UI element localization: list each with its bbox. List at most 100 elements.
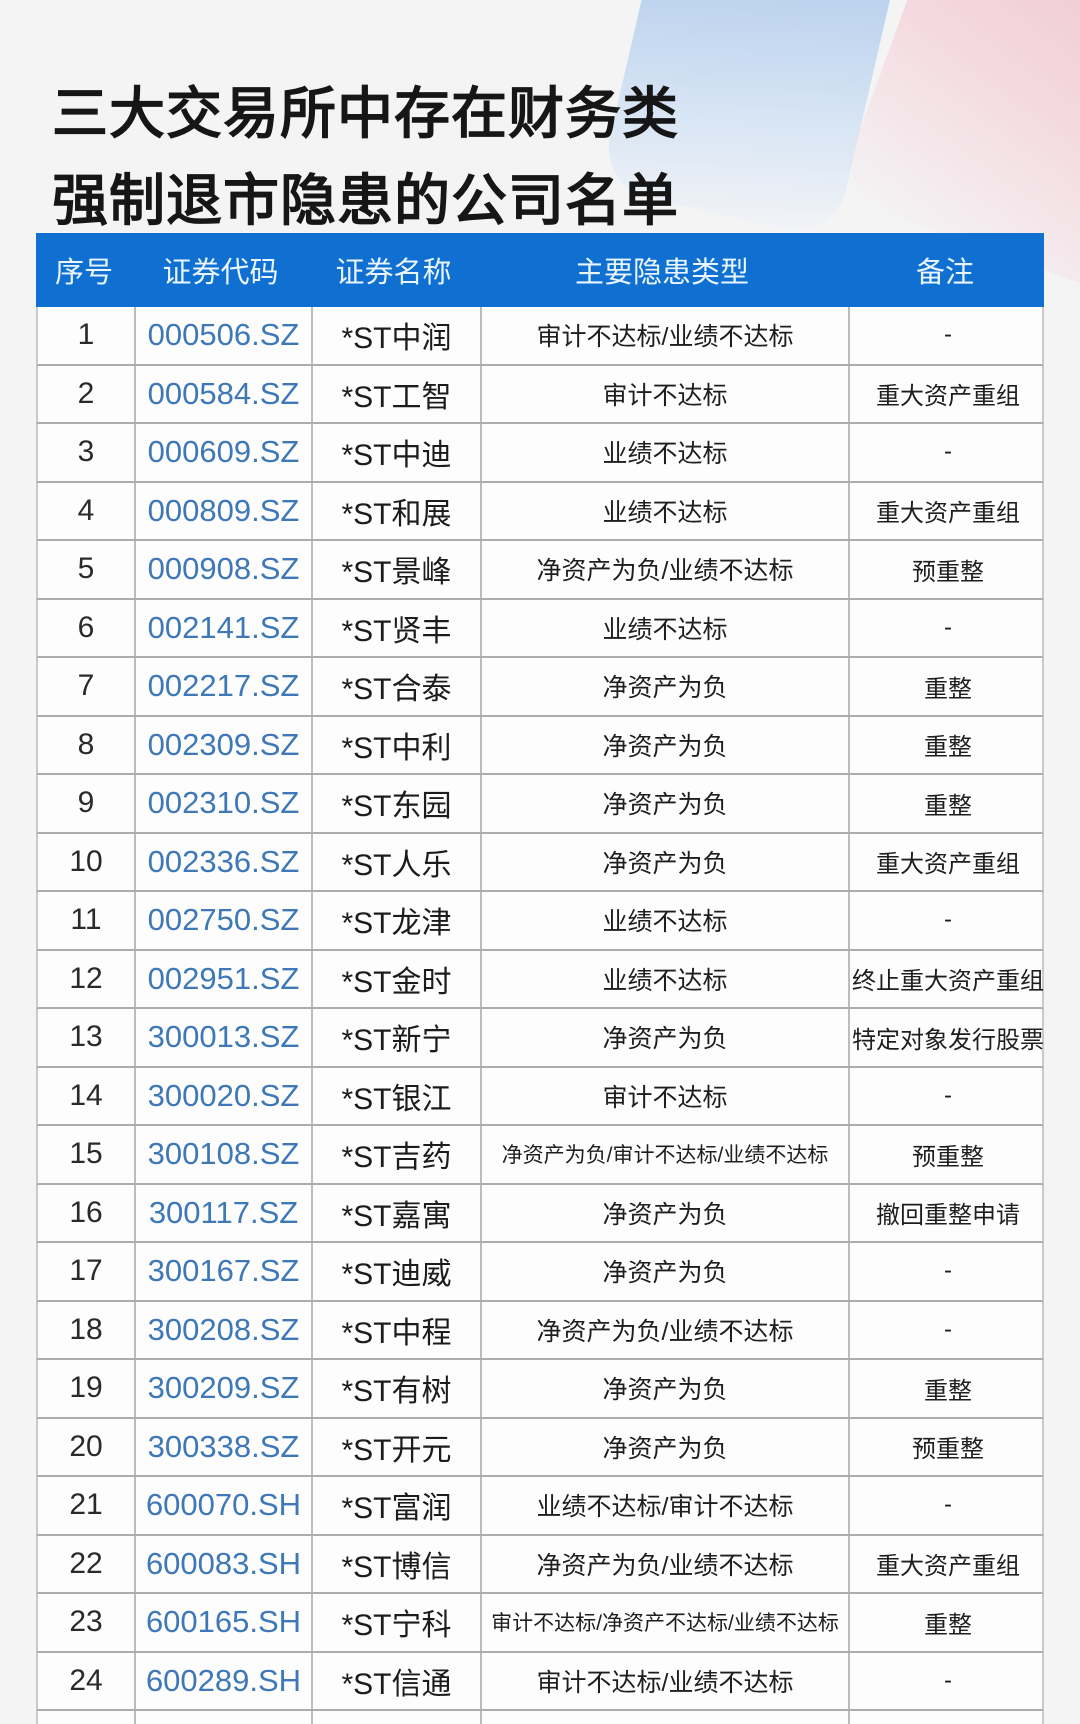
table-row: 3 000609.SZ *ST中迪 业绩不达标 - [36, 424, 1044, 483]
stock-name-cell: *ST开元 [311, 1418, 480, 1475]
table-row: 10 002336.SZ *ST人乐 净资产为负 重大资产重组 [36, 833, 1046, 892]
header-cell-name: 证券名称 [335, 257, 452, 289]
risk-type-cell: 审计不达标/业绩不达标 [480, 1652, 848, 1709]
remark-cell: 重大资产重组 [848, 365, 1046, 422]
remark-cell: 预重整 [848, 541, 1046, 598]
stock-code-cell: 300117.SZ [134, 1184, 311, 1241]
row-number-cell: 8 [77, 727, 95, 761]
remark-cell: - [848, 1477, 1046, 1534]
table-row: 12 002951.SZ *ST金时 业绩不达标 终止重大资产重组 [36, 950, 1046, 1009]
risk-type-cell: 净资产为负/业绩不达标 [480, 1301, 848, 1358]
remark-cell: - [848, 307, 1046, 364]
row-number-cell: 19 [69, 1371, 103, 1405]
stock-name-cell: *ST博信 [311, 1535, 480, 1592]
table-row: 15 300108.SZ *ST吉药 净资产为负/审计不达标/业绩不达标 预重整 [36, 1126, 1044, 1185]
stock-name-cell: *ST工智 [311, 365, 480, 422]
stock-name-cell: *ST富润 [311, 1477, 480, 1534]
stock-code-cell: 600070.SH [134, 1477, 311, 1534]
risk-type-cell: 净资产为负 [480, 1243, 848, 1300]
remark-cell: - [848, 1243, 1046, 1300]
row-number-cell: 10 [69, 844, 103, 878]
stock-name-cell: *ST中利 [311, 716, 480, 773]
row-number-cell: 1 [77, 318, 95, 352]
stock-name-cell: *ST景峰 [311, 541, 480, 598]
row-number-cell: 7 [77, 669, 95, 703]
stock-code-cell: 002310.SZ [134, 775, 311, 832]
stock-code-cell: 002141.SZ [134, 599, 311, 656]
stock-code-cell: 300208.SZ [134, 1301, 311, 1358]
remark-cell: 终止重大资产重组 [848, 950, 1046, 1007]
table-row: 11 002750.SZ *ST龙津 业绩不达标 - [36, 892, 1044, 951]
table-header-row: 序号 证券代码 证券名称 主要隐患类型 备注 [36, 233, 1044, 307]
risk-type-cell: 业绩不达标 [480, 482, 848, 539]
stock-name-cell: *ST银江 [311, 1067, 480, 1124]
delisting-risk-table: 序号 证券代码 证券名称 主要隐患类型 备注 1 000506.SZ *ST中润… [36, 233, 1044, 1724]
row-number-cell: 24 [69, 1663, 103, 1697]
stock-name-cell: *ST中润 [311, 307, 480, 364]
partial-next-row [36, 1711, 1044, 1724]
table-row: 18 300208.SZ *ST中程 净资产为负/业绩不达标 - [36, 1301, 1044, 1360]
table-row: 21 600070.SH *ST富润 业绩不达标/审计不达标 - [36, 1477, 1044, 1536]
table-row: 22 600083.SH *ST博信 净资产为负/业绩不达标 重大资产重组 [36, 1535, 1046, 1594]
remark-cell: 重整 [848, 1360, 1046, 1417]
table-row: 5 000908.SZ *ST景峰 净资产为负/业绩不达标 预重整 [36, 541, 1044, 600]
stock-name-cell: *ST中程 [311, 1301, 480, 1358]
row-number-cell: 23 [69, 1605, 103, 1639]
table-row: 7 002217.SZ *ST合泰 净资产为负 重整 [36, 658, 1044, 717]
remark-cell: 重大资产重组 [848, 482, 1046, 539]
row-number-cell: 5 [77, 552, 95, 586]
stock-code-cell: 600165.SH [134, 1594, 311, 1651]
row-number-cell: 17 [69, 1254, 103, 1288]
risk-type-cell: 净资产为负 [480, 833, 848, 890]
row-number-cell: 3 [77, 435, 95, 469]
stock-name-cell: *ST有树 [311, 1360, 480, 1417]
risk-type-cell: 业绩不达标 [480, 424, 848, 481]
stock-code-cell: 000506.SZ [134, 307, 311, 364]
stock-name-cell: *ST嘉寓 [311, 1184, 480, 1241]
stock-code-cell: 300209.SZ [134, 1360, 311, 1417]
stock-code-cell: 600083.SH [134, 1535, 311, 1592]
risk-type-cell: 净资产为负 [480, 775, 848, 832]
row-number-cell: 9 [77, 786, 95, 820]
remark-cell: 重大资产重组 [848, 1535, 1046, 1592]
risk-type-cell: 净资产为负 [480, 716, 848, 773]
stock-code-cell: 002336.SZ [134, 833, 311, 890]
risk-type-cell: 业绩不达标 [480, 599, 848, 656]
table-row: 14 300020.SZ *ST银江 审计不达标 - [36, 1067, 1044, 1126]
row-number-cell: 20 [69, 1429, 103, 1463]
page-title: 三大交易所中存在财务类 强制退市隐患的公司名单 [52, 70, 679, 244]
remark-cell: - [848, 424, 1046, 481]
remark-cell: - [848, 1652, 1046, 1709]
risk-type-cell: 净资产为负/业绩不达标 [480, 541, 848, 598]
remark-cell: 重整 [848, 716, 1046, 773]
row-number-cell: 16 [69, 1195, 103, 1229]
stock-code-cell: 000609.SZ [134, 424, 311, 481]
row-number-cell: 15 [69, 1137, 103, 1171]
table-row: 4 000809.SZ *ST和展 业绩不达标 重大资产重组 [36, 482, 1046, 541]
row-number-cell: 18 [69, 1312, 103, 1346]
row-number-cell: 22 [69, 1546, 103, 1580]
remark-cell: 重大资产重组 [848, 833, 1046, 890]
table-row: 8 002309.SZ *ST中利 净资产为负 重整 [36, 716, 1046, 775]
risk-type-cell: 净资产为负 [480, 1184, 848, 1241]
page-title-line1: 三大交易所中存在财务类 [52, 82, 679, 145]
header-cell-code: 证券代码 [162, 257, 279, 289]
risk-type-cell: 净资产为负 [480, 1418, 848, 1475]
stock-code-cell: 600289.SH [134, 1652, 311, 1709]
stock-name-cell: *ST新宁 [311, 1009, 480, 1066]
row-number-cell: 12 [69, 961, 103, 995]
remark-cell: - [848, 892, 1046, 949]
risk-type-cell: 净资产为负 [480, 1360, 848, 1417]
table-body: 1 000506.SZ *ST中润 审计不达标/业绩不达标 - 2 000584… [36, 307, 1044, 1711]
stock-code-cell: 002951.SZ [134, 950, 311, 1007]
risk-type-cell: 审计不达标/业绩不达标 [480, 307, 848, 364]
remark-cell: 重整 [848, 658, 1046, 715]
table-row: 6 002141.SZ *ST贤丰 业绩不达标 - [36, 599, 1044, 658]
page-title-line2: 强制退市隐患的公司名单 [52, 169, 679, 232]
stock-name-cell: *ST中迪 [311, 424, 480, 481]
risk-type-cell: 审计不达标 [480, 365, 848, 422]
table-row: 2 000584.SZ *ST工智 审计不达标 重大资产重组 [36, 365, 1046, 424]
table-row: 23 600165.SH *ST宁科 审计不达标/净资产不达标/业绩不达标 重整 [36, 1594, 1044, 1653]
stock-code-cell: 002309.SZ [134, 716, 311, 773]
